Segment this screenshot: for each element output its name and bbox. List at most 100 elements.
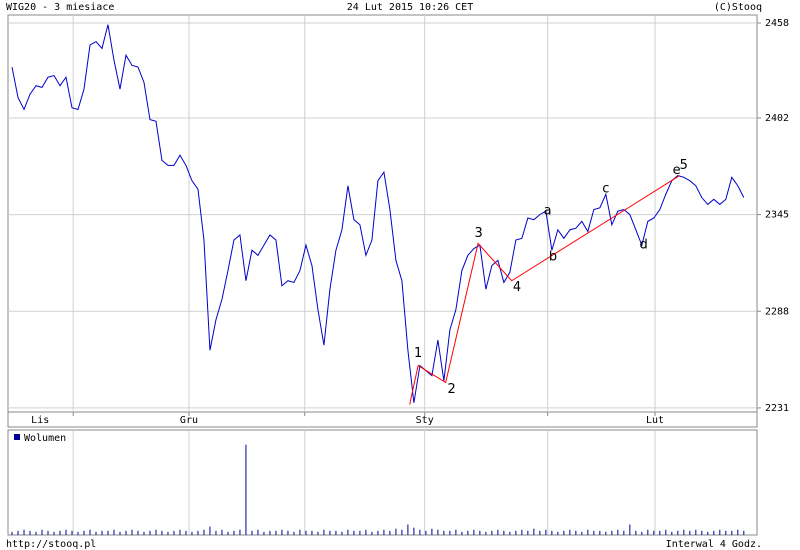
volume-bar bbox=[305, 530, 307, 535]
volume-bar bbox=[377, 530, 379, 535]
volume-bar bbox=[383, 529, 385, 535]
volume-bar bbox=[155, 529, 157, 535]
volume-bar bbox=[269, 530, 271, 535]
volume-bar bbox=[485, 531, 487, 535]
volume-bar bbox=[629, 524, 631, 535]
wave-line bbox=[409, 175, 680, 405]
volume-bar bbox=[359, 530, 361, 535]
month-strip bbox=[7, 411, 758, 428]
volume-bar bbox=[425, 530, 427, 535]
volume-bar bbox=[233, 530, 235, 535]
volume-bar bbox=[209, 526, 211, 535]
x-tick-label: Lis bbox=[31, 415, 49, 426]
wave-label: a bbox=[544, 204, 552, 219]
volume-bar bbox=[473, 529, 475, 535]
volume-bar bbox=[449, 530, 451, 535]
wave-label: 4 bbox=[513, 280, 521, 295]
volume-bar bbox=[11, 531, 13, 535]
y-tick-label: 2345 bbox=[765, 210, 789, 221]
volume-bar bbox=[137, 530, 139, 535]
volume-bar bbox=[71, 530, 73, 535]
volume-bar bbox=[143, 531, 145, 535]
volume-bar bbox=[347, 529, 349, 535]
volume-bar bbox=[77, 531, 79, 535]
volume-bar bbox=[575, 530, 577, 535]
volume-bar bbox=[731, 530, 733, 535]
volume-bar bbox=[197, 530, 199, 535]
volume-bar bbox=[173, 530, 175, 535]
volume-bar bbox=[491, 530, 493, 535]
volume-bar bbox=[83, 530, 85, 535]
volume-bar bbox=[665, 529, 667, 535]
volume-bar bbox=[371, 531, 373, 535]
volume-bar bbox=[599, 530, 601, 535]
price-line bbox=[11, 24, 745, 403]
volume-bar bbox=[41, 529, 43, 535]
legend-label: Wolumen bbox=[24, 433, 66, 444]
volume-bar bbox=[671, 531, 673, 535]
volume-bar bbox=[167, 531, 169, 535]
volume-bar bbox=[401, 529, 403, 535]
volume-bar bbox=[215, 530, 217, 535]
volume-bar bbox=[251, 530, 253, 535]
volume-bar bbox=[299, 529, 301, 535]
volume-bar bbox=[545, 529, 547, 535]
volume-bar bbox=[521, 529, 523, 535]
x-tick-label: Gru bbox=[180, 415, 198, 426]
volume-bar bbox=[479, 530, 481, 535]
volume-bar bbox=[557, 531, 559, 535]
wave-label: 3 bbox=[475, 226, 483, 241]
chart-title: WIG20 - 3 miesiace bbox=[6, 2, 114, 13]
price-frame bbox=[7, 14, 758, 413]
volume-bar bbox=[437, 529, 439, 535]
volume-bar bbox=[317, 531, 319, 535]
wave-label: b bbox=[549, 249, 557, 264]
volume-bar bbox=[335, 530, 337, 535]
volume-bar bbox=[161, 530, 163, 535]
volume-bar bbox=[587, 529, 589, 535]
volume-bar bbox=[617, 529, 619, 535]
volume-bar bbox=[659, 530, 661, 535]
volume-bar bbox=[713, 530, 715, 535]
volume-bar bbox=[407, 524, 409, 535]
volume-bar bbox=[191, 531, 193, 535]
volume-bar bbox=[593, 530, 595, 535]
volume-bar bbox=[719, 529, 721, 535]
volume-bar bbox=[263, 531, 265, 535]
volume-bar bbox=[329, 530, 331, 535]
volume-bar bbox=[107, 530, 109, 535]
volume-bar bbox=[695, 529, 697, 535]
chart-date: 24 Lut 2015 10:26 CET bbox=[347, 2, 473, 13]
volume-bar bbox=[179, 529, 181, 535]
volume-bar bbox=[125, 530, 127, 535]
volume-bar bbox=[581, 531, 583, 535]
volume-bar bbox=[23, 529, 25, 535]
volume-bar bbox=[389, 530, 391, 535]
volume-bar bbox=[341, 531, 343, 535]
volume-bar bbox=[257, 529, 259, 535]
volume-bar bbox=[689, 530, 691, 535]
wave-label: e bbox=[673, 163, 681, 178]
volume-bar bbox=[635, 530, 637, 535]
volume-bar bbox=[245, 444, 247, 535]
volume-bar bbox=[203, 529, 205, 535]
footer-url: http://stooq.pl bbox=[6, 539, 96, 550]
volume-bar bbox=[419, 529, 421, 535]
legend-swatch bbox=[14, 434, 20, 440]
volume-bar bbox=[101, 530, 103, 535]
volume-bar bbox=[467, 530, 469, 535]
volume-bar bbox=[461, 531, 463, 535]
volume-bar bbox=[287, 530, 289, 535]
volume-bar bbox=[515, 530, 517, 535]
volume-bar bbox=[53, 531, 55, 535]
volume-bar bbox=[737, 529, 739, 535]
volume-bar bbox=[113, 529, 115, 535]
volume-bar bbox=[743, 530, 745, 535]
volume-bar bbox=[239, 529, 241, 535]
y-tick-label: 2458 bbox=[765, 18, 789, 29]
source: (C)Stooq bbox=[714, 2, 762, 13]
volume-bar bbox=[275, 530, 277, 535]
volume-bar bbox=[707, 531, 709, 535]
volume-bar bbox=[677, 530, 679, 535]
